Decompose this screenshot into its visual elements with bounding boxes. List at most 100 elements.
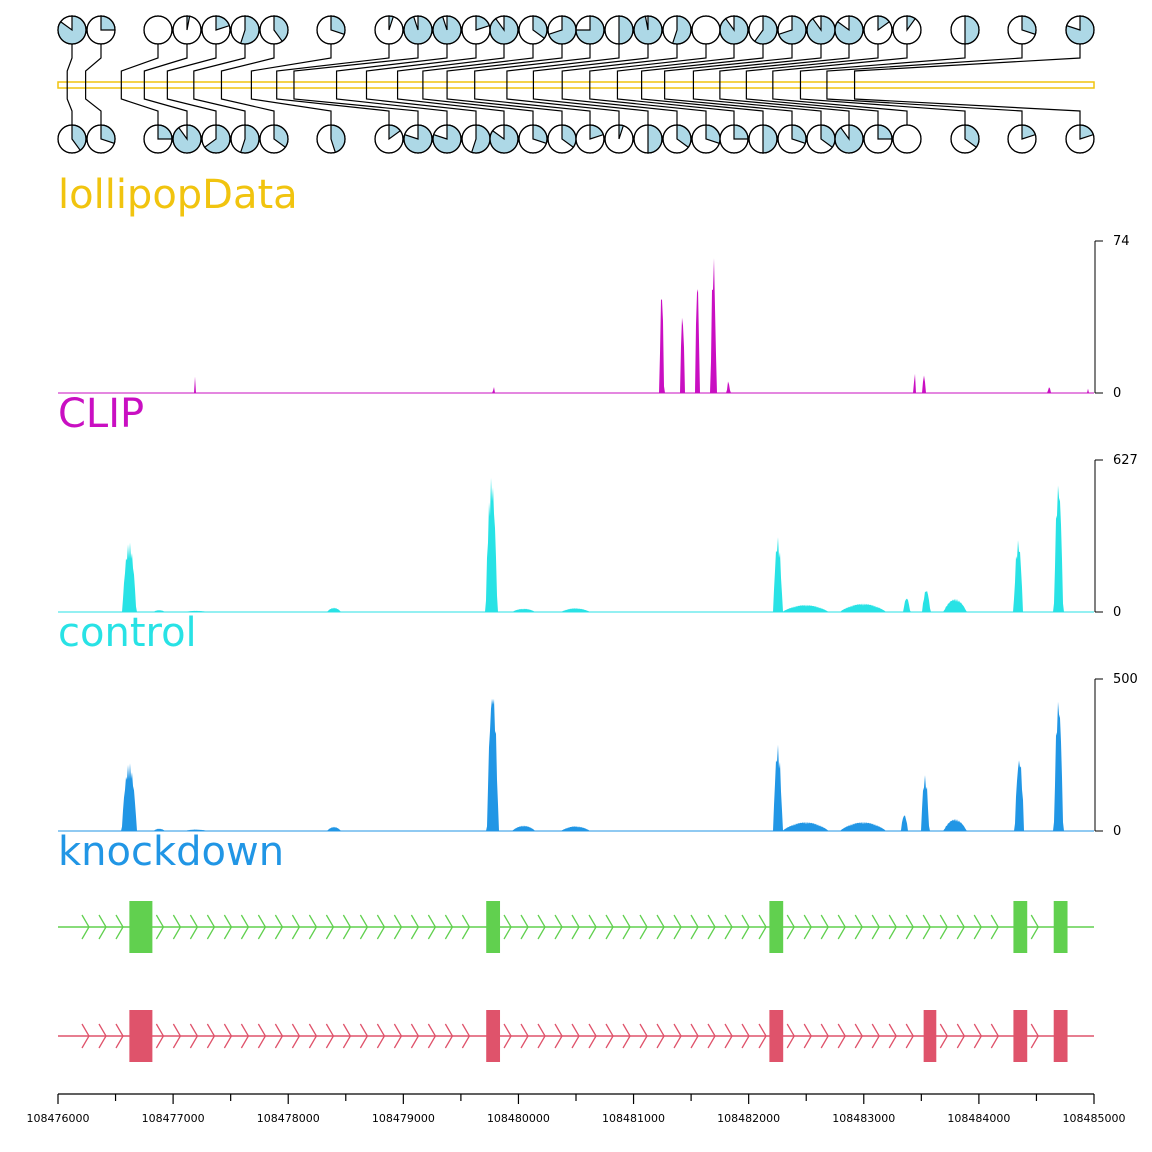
lollipop-stem-top — [853, 44, 1081, 85]
lollipop-stem-bottom — [641, 85, 764, 125]
x-axis-tick-label: 108479000 — [372, 1112, 435, 1125]
lollipop-top-pie-outline — [1007, 15, 1037, 45]
lollipop-stem-bottom — [799, 85, 966, 125]
lollipop-bottom-pie — [489, 124, 519, 154]
lollipop-stem-bottom — [474, 85, 591, 125]
lollipop-top-pie-outline — [662, 15, 692, 45]
lollipop-top-pie-outline — [230, 15, 260, 45]
clip-signal-track: 0 74 — [58, 234, 1130, 401]
lollipop-bottom-pie — [547, 124, 577, 154]
strand-chevron — [342, 914, 352, 940]
strand-chevron — [571, 914, 580, 940]
lollipop-stem-top — [506, 44, 620, 85]
lollipop-bottom-pie — [691, 124, 721, 154]
lollipop-bottom-pie — [950, 124, 980, 154]
lollipop-top-pie-outline — [316, 15, 346, 45]
lollipop-top-pie — [143, 15, 173, 45]
lollipop-top-pie — [201, 15, 231, 45]
clip-track-y-tick-label: 74 — [1113, 234, 1130, 249]
strand-chevron — [673, 914, 682, 940]
strand-chevron — [189, 914, 199, 940]
lollipop-stem-top — [692, 44, 822, 85]
strand-chevron — [444, 1023, 454, 1049]
lollipop-bottom-pie-outline — [57, 124, 87, 154]
strand-chevron — [376, 1023, 386, 1049]
lollipop-stem-bottom — [616, 85, 735, 125]
lollipop-stem-top — [250, 44, 332, 85]
lollipop-top-pie-outline — [892, 15, 922, 45]
lollipop-top-pie — [604, 15, 634, 45]
lollipop-bottom-pie — [719, 124, 749, 154]
lollipop-top-pie — [259, 15, 289, 45]
strand-chevron — [905, 1023, 914, 1049]
lollipop-stem-bottom — [193, 85, 246, 125]
lollipop-top-pie — [403, 15, 433, 45]
lollipop-stem-bottom — [276, 85, 390, 125]
strand-chevron — [656, 914, 665, 940]
exon-block — [923, 1010, 937, 1062]
lollipop-bottom-pie — [777, 124, 807, 154]
lollipop-rail — [57, 81, 1095, 89]
strand-chevron — [189, 1023, 199, 1049]
lollipop-top-pie — [374, 15, 404, 45]
lollipop-bottom-pie — [1065, 124, 1095, 154]
knockdown-signal-track: 0 500 — [58, 672, 1138, 839]
strand-chevron — [588, 1023, 597, 1049]
strand-chevron — [820, 1023, 829, 1049]
lollipop-bottom-pie — [172, 124, 202, 154]
strand-chevron — [342, 1023, 352, 1049]
strand-chevron — [707, 914, 716, 940]
control-track-title: control — [58, 610, 197, 656]
lollipop-top-pie — [719, 15, 749, 45]
strand-chevron — [554, 1023, 563, 1049]
strand-chevron — [98, 914, 107, 940]
lollipop-bottom-pie — [834, 124, 864, 154]
exon-block — [129, 1010, 153, 1062]
strand-chevron — [837, 914, 846, 940]
lollipop-bottom-pie — [863, 124, 893, 154]
control-signal-track: 0 627 — [58, 453, 1138, 620]
strand-chevron — [291, 914, 301, 940]
strand-chevron — [939, 914, 948, 940]
lollipop-top-pie-outline — [719, 15, 749, 45]
knockdown-track-y-tick-label: 0 — [1113, 824, 1121, 839]
lollipop-bottom-pie-outline — [230, 124, 260, 154]
strand-chevron — [520, 1023, 529, 1049]
lollipop-bottom-pie — [806, 124, 836, 154]
lollipop-top-pie-outline — [1065, 15, 1095, 45]
strand-chevron — [888, 1023, 897, 1049]
lollipop-top-pie-outline — [633, 15, 663, 45]
lollipop-bottom-pie — [143, 124, 173, 154]
lollipop-bottom-pie-outline — [834, 124, 864, 154]
lollipop-top-pie-outline — [403, 15, 433, 45]
lollipop-stem-bottom — [826, 85, 1023, 125]
lollipop-stem-top — [589, 44, 707, 85]
lollipop-stem-top — [745, 44, 879, 85]
strand-chevron — [690, 1023, 699, 1049]
exon-block — [1053, 1010, 1068, 1062]
strand-chevron — [1030, 914, 1039, 940]
lollipop-bottom-pie-outline — [748, 124, 778, 154]
lollipop-bottom-pie-outline — [662, 124, 692, 154]
strand-chevron — [257, 914, 267, 940]
exon-block — [1053, 901, 1068, 953]
lollipop-stem-bottom — [220, 85, 275, 125]
lollipop-bottom-pie-outline — [489, 124, 519, 154]
strand-chevron — [274, 1023, 284, 1049]
lollipop-stem-top — [799, 44, 966, 85]
lollipop-bottom-pie-outline — [633, 124, 663, 154]
lollipop-bottom-pie — [633, 124, 663, 154]
strand-chevron — [571, 1023, 580, 1049]
lollipop-bottom-pie — [575, 124, 605, 154]
strand-chevron — [81, 1023, 90, 1049]
lollipop-top-pie — [748, 15, 778, 45]
strand-chevron — [656, 1023, 665, 1049]
strand-chevron — [172, 914, 182, 940]
x-axis-tick-label: 108481000 — [602, 1112, 665, 1125]
lollipop-top-pie-outline — [374, 15, 404, 45]
x-axis-tick-label: 108483000 — [832, 1112, 895, 1125]
control-track-y-tick-label: 0 — [1113, 605, 1121, 620]
strand-chevron — [461, 1023, 471, 1049]
lollipop-bottom-pie-outline — [1065, 124, 1095, 154]
strand-chevron — [990, 1023, 1000, 1049]
